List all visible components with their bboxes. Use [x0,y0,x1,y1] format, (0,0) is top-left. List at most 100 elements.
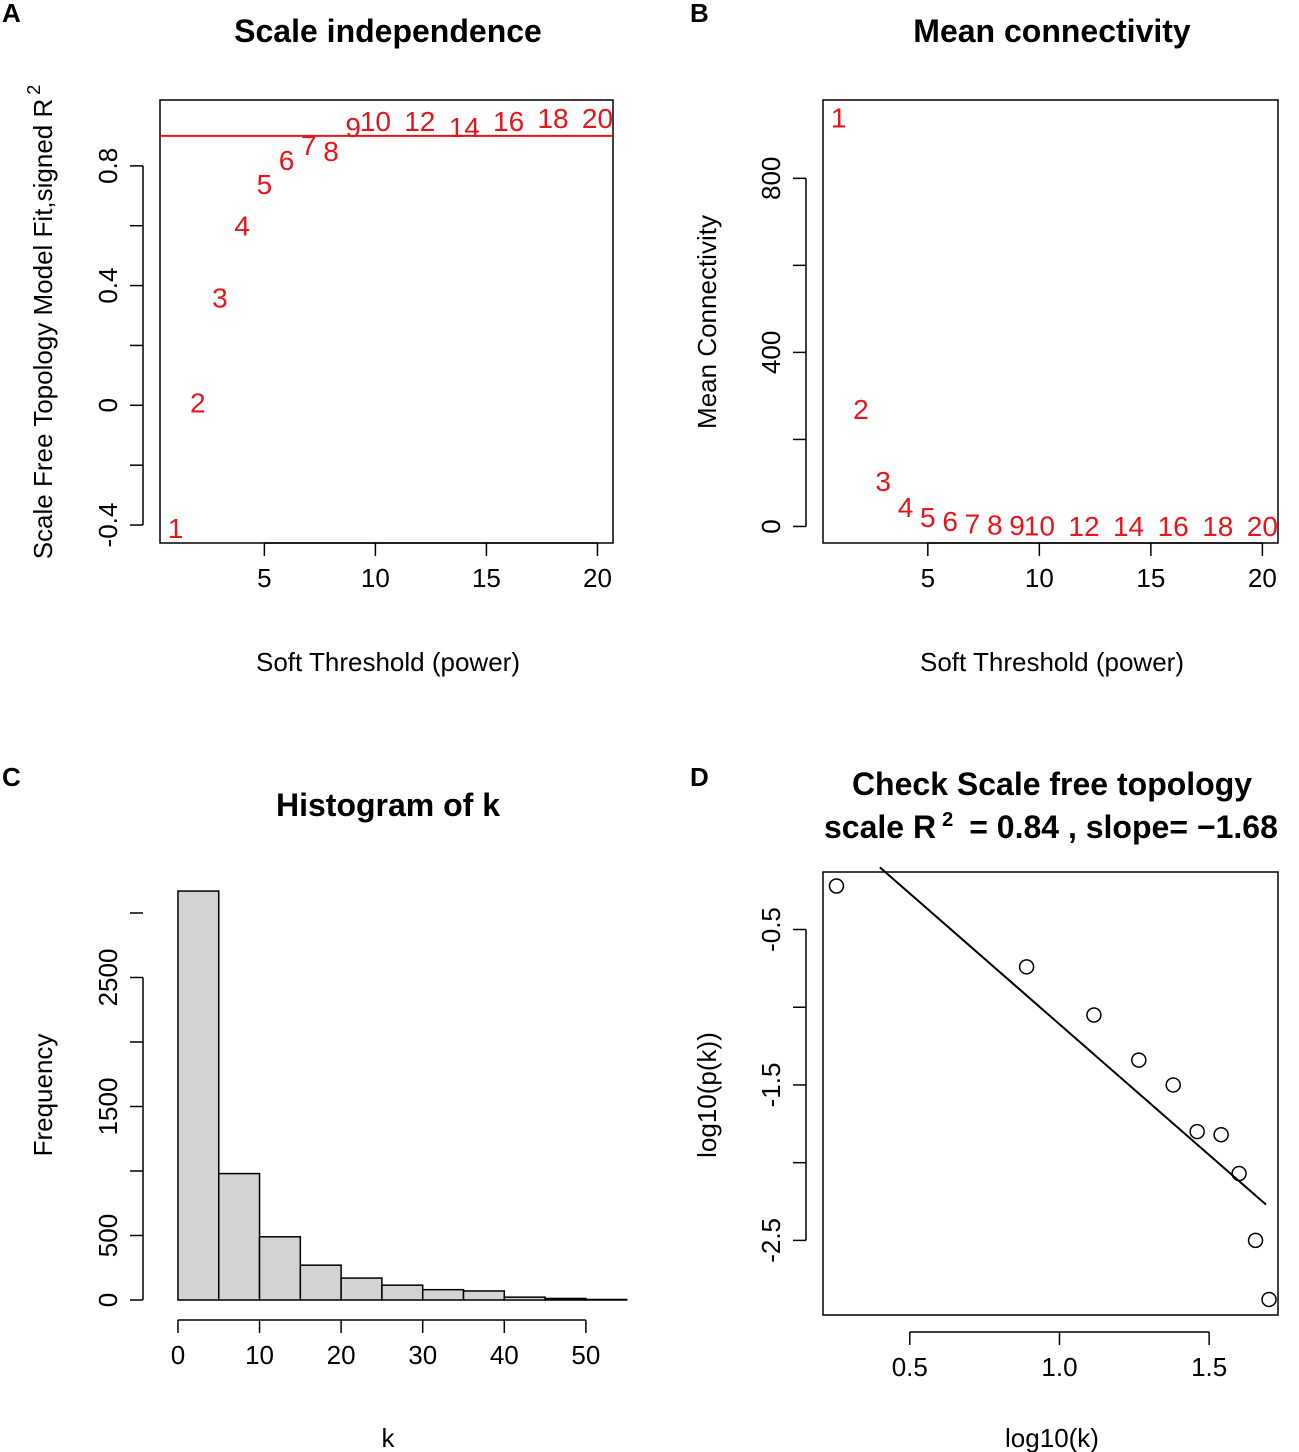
point-label: 3 [875,466,891,497]
panel-a-ylabel-sup: 2 [24,85,44,95]
panel-b-title: Mean connectivity [913,13,1191,49]
x-tick-label: 20 [1248,563,1277,593]
point-label: 14 [1113,511,1144,542]
panel-b-xlabel: Soft Threshold (power) [920,647,1184,677]
histogram-bar [462,1290,506,1301]
histogram-bar [503,1296,546,1301]
x-tick-label: 15 [472,563,501,593]
panel-label-a: A [2,0,21,28]
y-tick-label: 400 [756,331,786,374]
histogram-bar [177,890,220,1301]
data-point [1086,1007,1102,1023]
x-tick-label: 5 [257,563,271,593]
data-point [1213,1126,1229,1143]
data-point [1189,1123,1205,1140]
panel-b-axes: 5 10 15 20 0 400 800 [756,157,1277,593]
point-label: 8 [987,510,1003,541]
panel-label-d: D [690,762,709,792]
y-tick-label: -1.5 [756,1063,786,1108]
x-tick-label: 1.5 [1191,1352,1227,1382]
data-point [1131,1052,1147,1068]
y-tick-label: -0.4 [93,503,123,548]
panel-d-title-suffix: = 0.84 , slope= −1.68 [969,809,1278,845]
point-label: 6 [942,506,958,537]
panel-a-xlabel: Soft Threshold (power) [256,647,520,677]
histogram-bar [217,1172,261,1301]
y-tick-label: 0.4 [93,268,123,304]
panel-d: D Check Scale free topology scale R 2 = 0.… [690,762,1279,1452]
x-tick-label: 10 [361,563,390,593]
point-label: 2 [853,394,869,425]
point-label: 1 [168,513,184,544]
point-label: 4 [898,492,914,523]
panel-b-ylabel: Mean Connectivity [692,215,722,429]
point-label: 7 [301,130,317,161]
x-tick-label: 30 [408,1340,437,1370]
point-label: 5 [257,169,273,200]
point-label: 18 [537,103,568,134]
x-tick-label: 1.0 [1041,1352,1077,1382]
panel-d-ylabel: log10(p(k)) [692,1032,722,1158]
point-label: 16 [1158,511,1189,542]
y-tick-label: 0.8 [93,148,123,184]
x-tick-label: 20 [583,563,612,593]
panel-d-title-line2: scale R 2 = 0.84 , slope= −1.68 [824,809,1278,845]
histogram-bar [544,1297,587,1301]
y-tick-label: -0.5 [756,907,786,952]
data-point [1018,959,1035,975]
panel-label-b: B [690,0,709,28]
point-label: 8 [323,136,339,167]
y-tick-label: 1500 [93,1078,123,1136]
data-point [1247,1232,1264,1249]
panel-b-plot-frame [822,99,1279,544]
point-label: 9 [1009,510,1025,541]
panel-d-title-line1: Check Scale free topology [852,766,1252,802]
data-point [1165,1077,1181,1093]
data-point [1261,1291,1277,1308]
y-tick-label: 800 [756,157,786,200]
y-tick-label: -2.5 [756,1218,786,1263]
histogram-bar [299,1264,342,1301]
histogram-bar [258,1236,302,1301]
data-point [1231,1165,1247,1182]
panel-a-ylabel: Scale Free Topology Model Fit,signed R 2 [24,85,58,560]
panel-d-title-sup: 2 [942,809,953,831]
y-tick-label: 0 [93,398,123,412]
histogram-bar [585,1298,628,1301]
x-tick-label: 20 [327,1340,356,1370]
point-label: 12 [1068,511,1099,542]
point-label: 14 [449,112,480,143]
point-label: 20 [582,103,613,134]
point-label: 4 [234,211,250,242]
point-label: 6 [279,145,295,176]
panel-d-axes: 0.5 1.0 1.5 -0.5 -1.5 -2.5 [756,907,1227,1382]
histogram-bar [421,1288,465,1301]
point-label: 12 [404,106,435,137]
y-tick-label: 0 [93,1293,123,1307]
y-tick-label: 500 [93,1214,123,1257]
point-label: 20 [1247,511,1278,542]
x-tick-label: 50 [571,1340,600,1370]
x-tick-label: 15 [1136,563,1165,593]
panel-c: C Histogram of k 0 10 20 30 40 50050015002500… [2,762,628,1452]
data-point [828,878,845,894]
x-tick-label: 10 [245,1340,274,1370]
y-tick-label: 2500 [93,949,123,1007]
panel-a-plot-frame [159,99,614,544]
panel-d-fit-line [879,866,1267,1206]
point-label: 18 [1202,511,1233,542]
panel-a-axes: 5 10 15 20-0.400.40.8 [93,148,612,593]
point-label: 1 [831,102,847,133]
panel-a: A Scale independence 5 10 15 20-0.400.40.8 … [2,0,614,677]
point-label: 3 [212,283,228,314]
panel-d-title-prefix: scale R [824,809,936,845]
x-tick-label: 10 [1025,563,1054,593]
point-label: 9 [345,112,361,143]
panel-c-title: Histogram of k [276,787,500,823]
point-label: 2 [190,387,206,418]
